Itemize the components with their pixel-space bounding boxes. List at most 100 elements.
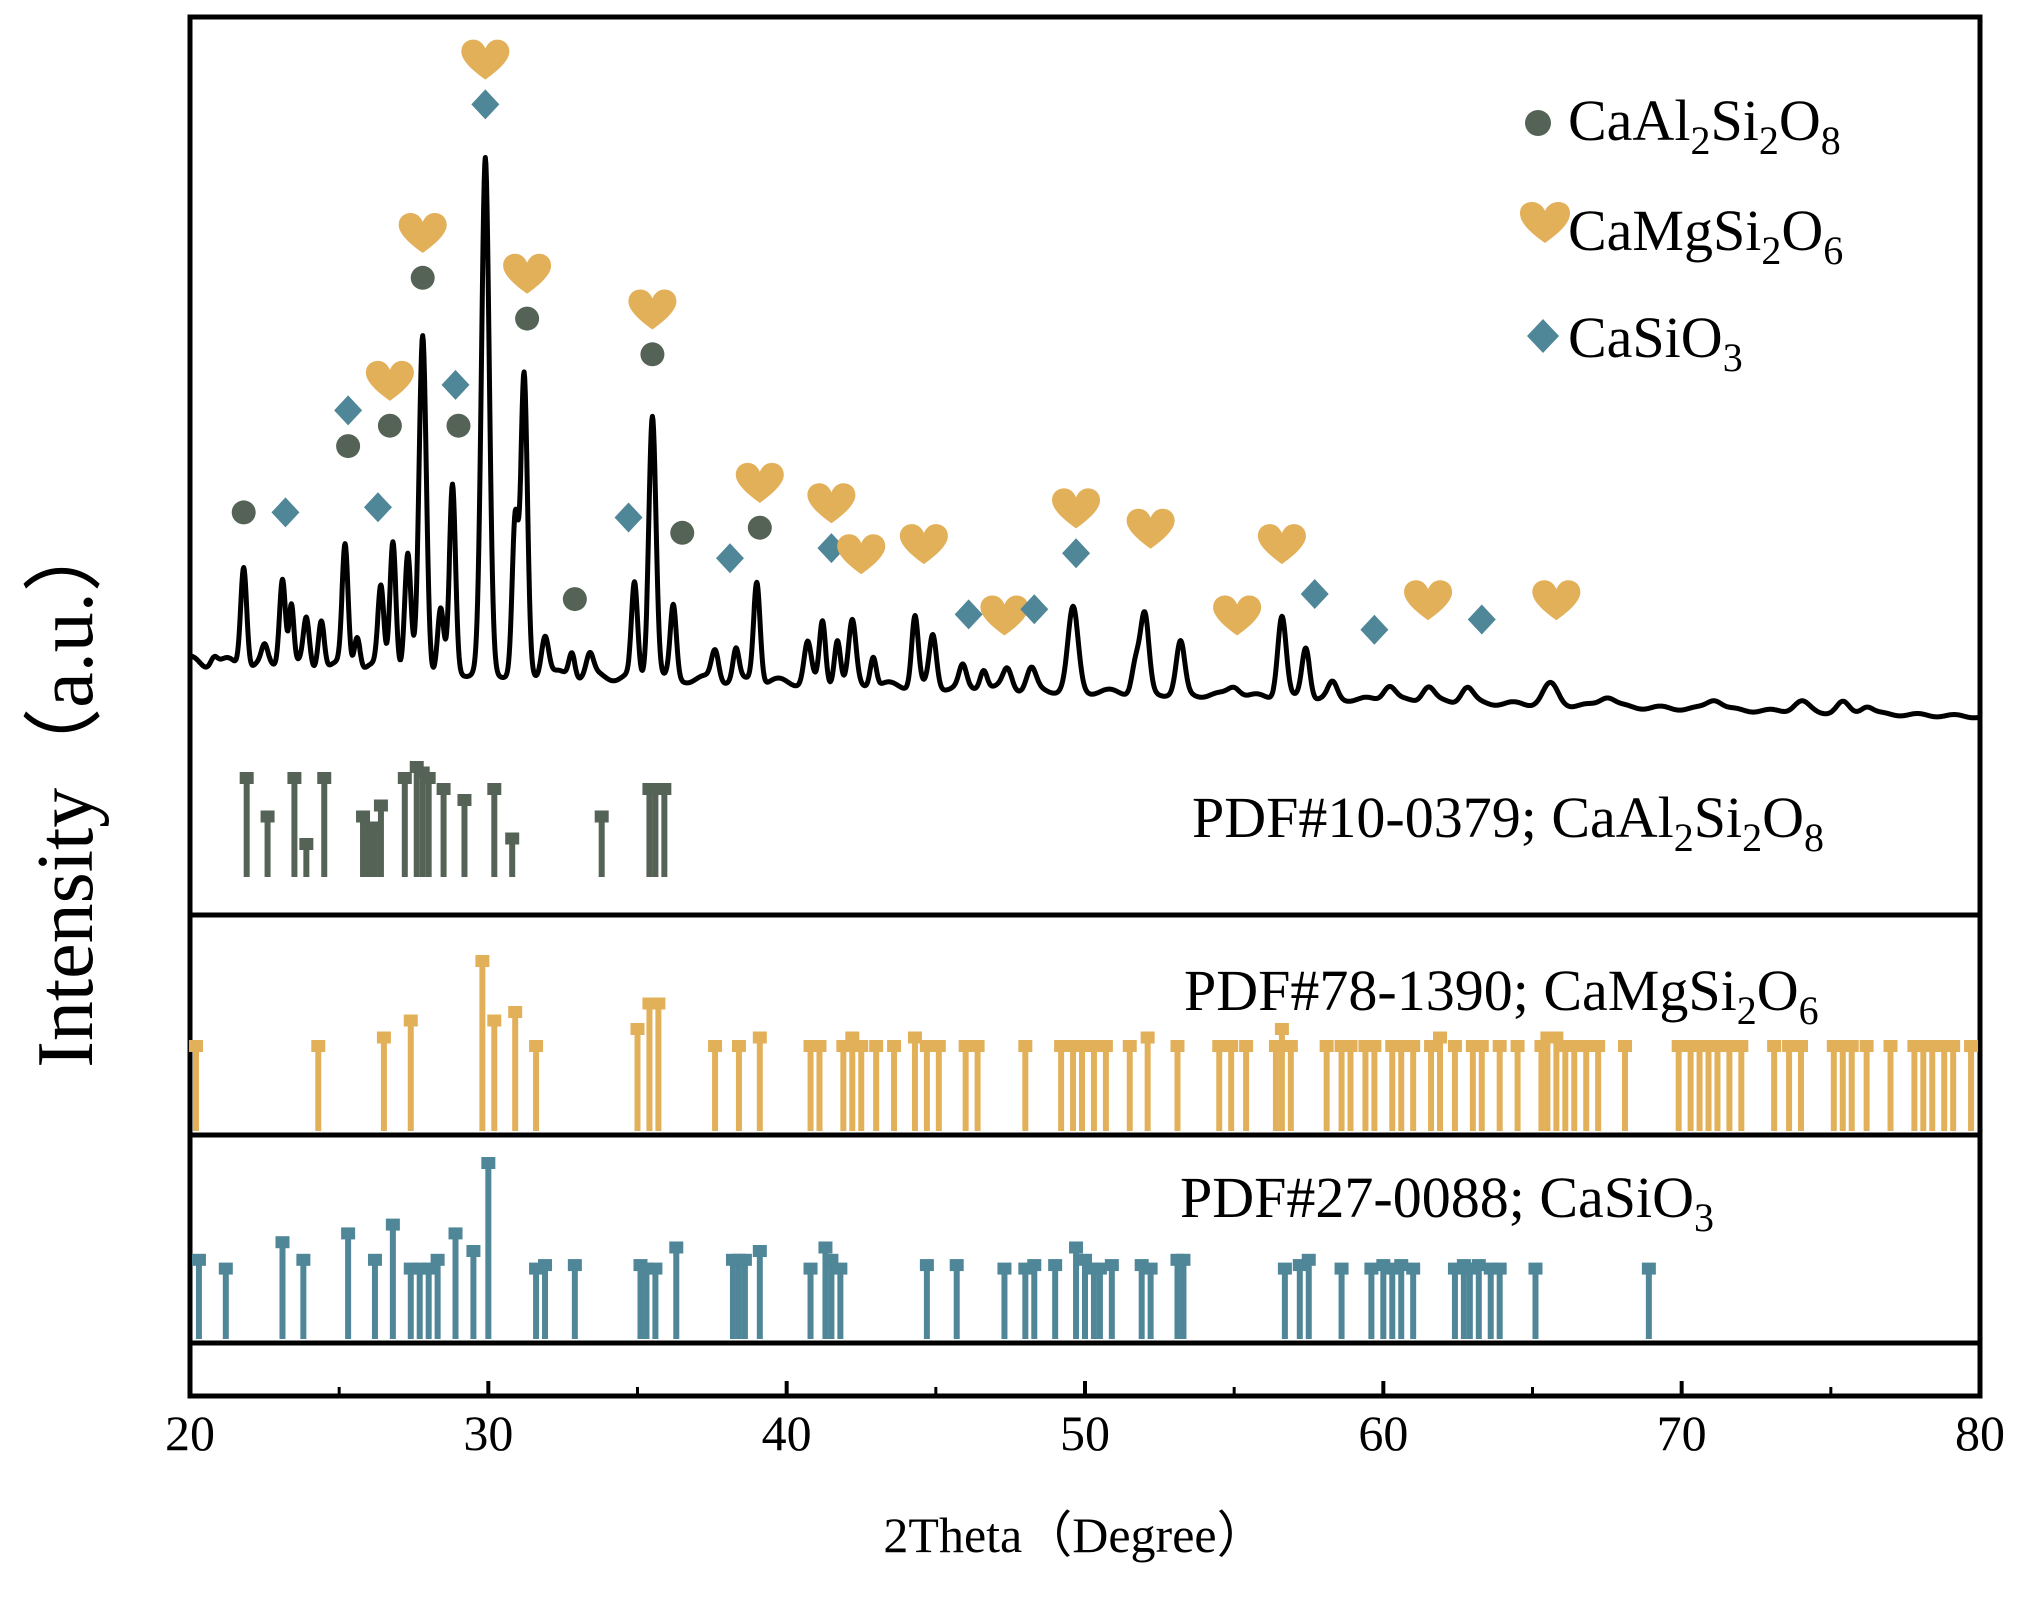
wollastonite-ref-peak-cap	[1143, 1262, 1158, 1275]
wollastonite-marker	[1020, 594, 1049, 625]
wollastonite-marker	[334, 395, 363, 426]
diopside-marker	[1404, 580, 1453, 621]
wollastonite-marker	[715, 543, 744, 574]
wollastonite-ref-peak-cap	[818, 1241, 833, 1254]
diopside-ref-peak-cap	[376, 1031, 391, 1044]
anorthite-marker	[446, 413, 471, 438]
anorthite-ref-peak-cap	[397, 772, 412, 784]
wollastonite-ref-peak-cap	[1334, 1262, 1349, 1275]
diopside-ref-peak-cap	[1591, 1040, 1606, 1052]
wollastonite-ref-peak-cap	[466, 1245, 481, 1257]
diopside-ref-peak-cap	[1283, 1040, 1298, 1052]
diopside-ref-peak-cap	[1447, 1040, 1462, 1052]
diopside-ref-peak-cap	[1054, 1040, 1069, 1052]
diopside-ref-peak-cap	[1767, 1040, 1782, 1052]
diopside-marker	[461, 39, 510, 80]
anorthite-marker	[377, 413, 402, 438]
diopside-ref-peak-cap	[1212, 1040, 1227, 1052]
diopside-marker	[1532, 580, 1581, 621]
wollastonite-ref-peak-cap	[1027, 1259, 1042, 1272]
diopside-ref-peak-cap	[907, 1031, 922, 1044]
wollastonite-ref-peak-cap	[997, 1262, 1012, 1275]
wollastonite-ref-peak-cap	[1176, 1253, 1191, 1266]
anorthite-ref-peak-cap	[421, 772, 436, 784]
diopside-ref-peak-cap	[1140, 1031, 1155, 1044]
phase-markers	[231, 39, 1581, 645]
wollastonite-marker	[1360, 614, 1389, 645]
x-tick-label: 20	[165, 1405, 215, 1461]
wollastonite-ref-peak-cap	[1048, 1259, 1063, 1272]
anorthite-marker	[640, 342, 665, 367]
legend: CaAl2Si2O8 CaMgSi2O6 CaSiO3	[1520, 88, 1843, 380]
anorthite-marker	[410, 265, 435, 290]
diopside-ref-peak-cap	[1964, 1040, 1979, 1052]
diopside-ref-peak-cap	[1492, 1040, 1507, 1052]
x-tick-label: 30	[463, 1405, 513, 1461]
wollastonite-ref-peak-cap	[275, 1236, 290, 1249]
diopside-ref-peak-cap	[1086, 1040, 1101, 1052]
wollastonite-ref-peak-cap	[538, 1259, 553, 1272]
wollastonite-ref-peak-cap	[1364, 1262, 1379, 1275]
diopside-ref-peak-cap	[887, 1040, 902, 1052]
reference-patterns	[188, 761, 1979, 1339]
anorthite-ref-peak-cap	[317, 772, 332, 784]
wollastonite-ref-peak-cap	[1492, 1262, 1507, 1275]
diopside-marker	[980, 595, 1029, 636]
diopside-ref-peak-cap	[1474, 1040, 1489, 1052]
diopside-marker	[899, 524, 948, 565]
diopside-ref-peak-cap	[651, 997, 666, 1010]
diopside-ref-peak-cap	[1782, 1040, 1797, 1052]
diopside-ref-peak-cap	[812, 1040, 827, 1052]
wollastonite-marker	[817, 533, 846, 564]
diopside-marker	[365, 360, 414, 401]
diopside-ref-peak-cap	[1239, 1040, 1254, 1052]
x-axis-title: 2Theta（Degree）	[883, 1507, 1266, 1563]
wollastonite-ref-peak-cap	[296, 1253, 311, 1266]
anorthite-ref-peak-cap	[373, 799, 388, 812]
wollastonite-ref-peak-cap	[949, 1259, 964, 1272]
diopside-ref-peak-cap	[508, 1006, 523, 1018]
diopside-ref-peak-cap	[854, 1040, 869, 1052]
diopside-ref-peak-cap	[1098, 1040, 1113, 1052]
wollastonite-ref-peak-cap	[1406, 1262, 1421, 1275]
diopside-ref-peak-cap	[1579, 1040, 1594, 1052]
ref-label-anorthite: PDF#10-0379; CaAl2Si2O8	[1192, 785, 1824, 860]
legend-label-anorthite: CaAl2Si2O8	[1568, 88, 1841, 163]
diopside-ref-peak-cap	[958, 1040, 973, 1052]
diopside-ref-peak-cap	[475, 955, 490, 967]
wollastonite-marker	[271, 497, 300, 528]
diopside-ref-peak-cap	[1510, 1040, 1525, 1052]
wollastonite-ref-peak-cap	[218, 1262, 233, 1275]
anorthite-ref-peak-cap	[299, 838, 314, 850]
diopside-marker	[1052, 488, 1101, 529]
diopside-marker	[628, 289, 677, 330]
wollastonite-ref-peak-cap	[803, 1262, 818, 1275]
legend-heart-icon	[1520, 202, 1570, 243]
wollastonite-ref-peak-cap	[737, 1253, 752, 1266]
wollastonite-ref-peak-cap	[191, 1253, 206, 1266]
diopside-ref-peak-cap	[1075, 1040, 1090, 1052]
diopside-marker	[807, 483, 856, 524]
anorthite-marker	[336, 434, 361, 459]
diopside-ref-peak-cap	[1859, 1040, 1874, 1052]
anorthite-ref-peak-cap	[594, 810, 609, 823]
diopside-marker	[1213, 595, 1262, 636]
diopside-ref-peak-cap	[188, 1040, 203, 1052]
diopside-ref-peak-cap	[1018, 1040, 1033, 1052]
wollastonite-ref-peak-cap	[367, 1253, 382, 1266]
diopside-ref-peak-cap	[1343, 1040, 1358, 1052]
wollastonite-ref-peak-cap	[341, 1227, 356, 1240]
diopside-ref-peak-cap	[1367, 1040, 1382, 1052]
diopside-ref-peak-cap	[403, 1014, 418, 1027]
diopside-ref-peak-cap	[1883, 1040, 1898, 1052]
diopside-marker	[735, 462, 784, 503]
anorthite-marker	[747, 515, 772, 540]
wollastonite-marker	[1300, 579, 1329, 609]
wollastonite-ref-peak-cap	[1104, 1259, 1119, 1272]
diopside-ref-peak-cap	[1224, 1040, 1239, 1052]
diopside-marker	[1126, 508, 1175, 549]
diopside-ref-peak-cap	[1406, 1040, 1421, 1052]
wollastonite-ref-peak-cap	[1528, 1262, 1543, 1275]
x-tick-label: 40	[762, 1405, 812, 1461]
